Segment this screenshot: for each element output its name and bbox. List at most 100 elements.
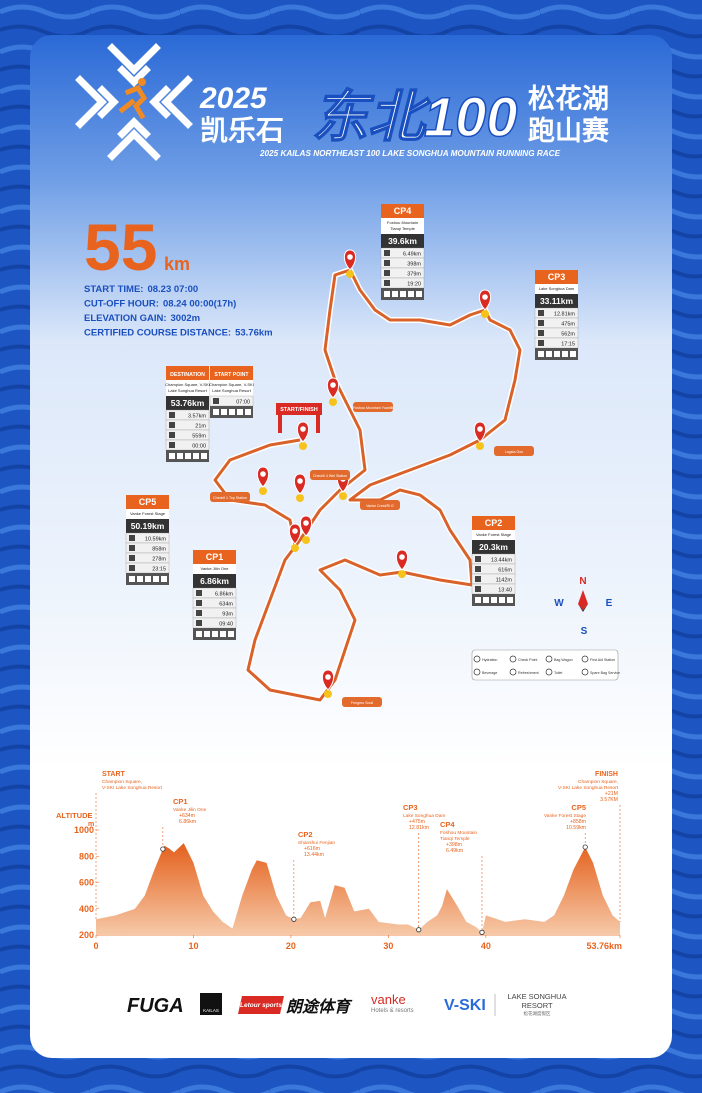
annotation-name: CP3 <box>403 803 418 812</box>
card-location: Lake Songhua Resort <box>212 388 252 393</box>
card-distance: 50.19km <box>131 521 165 531</box>
card-service-icon <box>129 576 135 582</box>
card-distance-bg <box>126 519 169 533</box>
card-row-icon <box>538 340 544 346</box>
pin-base <box>291 544 299 552</box>
annotation-name: CP2 <box>298 830 313 839</box>
place-tag <box>310 470 350 480</box>
card-service-icon <box>570 351 576 357</box>
card-distance: 53.76km <box>171 398 205 408</box>
card-service-icon <box>228 631 234 637</box>
legend-icon <box>581 668 589 676</box>
card-location-bg <box>126 509 169 519</box>
card-cutoff: 23:15 <box>152 567 166 573</box>
card-service-icon <box>221 409 227 415</box>
card-row-icon <box>538 310 544 316</box>
place-tag <box>210 492 250 502</box>
info-line: START TIME: 08.23 07:00 <box>84 284 198 295</box>
card-row-icon <box>384 270 390 276</box>
card-service-icon <box>204 631 210 637</box>
card-name: CP3 <box>548 272 566 282</box>
legend-icon <box>509 655 517 663</box>
annotation-distance: 12.81km <box>409 825 429 831</box>
annotation-place: Champion Square, <box>102 779 142 785</box>
card-cutoff: 00:00 <box>192 444 206 450</box>
card-location-bg <box>210 380 253 396</box>
card-service-icon <box>196 631 202 637</box>
card-row-icon <box>384 250 390 256</box>
card-row-icon <box>475 556 481 562</box>
annotation-place: V-SKI Lake Songhua Resort <box>102 785 163 791</box>
annotation-gain: +616m <box>304 846 320 852</box>
card-name: CP4 <box>394 206 412 216</box>
card-row-icon <box>196 620 202 626</box>
card-row-icon <box>538 330 544 336</box>
card-location: Lake Songhua Resort <box>168 388 208 393</box>
card-segment: 6.49km <box>403 252 421 258</box>
info-line: ELEVATION GAIN: 3002m <box>84 313 200 324</box>
card-distance: 33.11km <box>540 296 574 306</box>
info-line: CUT-OFF HOUR: 08.24 00:00(17h) <box>84 299 236 310</box>
annotation-distance: 6.86km <box>179 819 196 825</box>
race-cn: 东北100 <box>312 85 517 148</box>
legend-label: Spare Bag Service <box>590 671 620 675</box>
card-service-icon <box>153 576 159 582</box>
annotation-name: CP4 <box>440 820 455 829</box>
pin-base <box>398 570 406 578</box>
card-service-icon <box>562 351 568 357</box>
start-finish: START/FINISH <box>280 407 318 413</box>
checkpoint-marker <box>160 846 166 852</box>
card-location-bg <box>381 218 424 234</box>
card-location-bg <box>193 564 236 574</box>
sponsor-letour: Letour sports <box>240 1002 282 1009</box>
route <box>212 267 523 703</box>
annotation-place: Vanke Jilin One <box>173 807 207 813</box>
legend-icon <box>545 668 553 676</box>
pin <box>256 466 270 488</box>
pin-base <box>329 398 337 406</box>
place-label: Checkfi 4 Wei Station <box>313 474 347 478</box>
place-tag <box>494 446 534 456</box>
card-loss: 379m <box>407 272 421 278</box>
card-gain: 398m <box>407 262 421 268</box>
pin-base <box>481 310 489 318</box>
year: 2025 <box>199 82 268 115</box>
annotation-place: V-SKI Lake Songhua Resort <box>558 785 619 791</box>
compass-needle <box>578 590 588 610</box>
place-tag <box>342 697 382 707</box>
annotation-place: Tianqi Temple <box>440 836 470 842</box>
y-tick-label: 600 <box>79 878 94 888</box>
pin <box>321 669 335 691</box>
place-label: Checkfi 1 Top Station <box>213 496 247 500</box>
card-cutoff: 07:00 <box>236 400 250 406</box>
pin-dot <box>347 254 353 260</box>
y-tick-label: 1000 <box>74 825 94 835</box>
pin-dot <box>325 674 331 680</box>
card-service-icon <box>408 291 414 297</box>
pin-dot <box>292 528 298 534</box>
card-location-bg <box>472 530 515 540</box>
card-gain: 616m <box>498 568 512 574</box>
card-service-icon <box>177 453 183 459</box>
card-service-icon <box>475 597 481 603</box>
card-service-icon <box>245 409 251 415</box>
y-tick-label: 200 <box>79 930 94 940</box>
card-service-icon <box>237 409 243 415</box>
annotation-gain: +398m <box>446 842 462 848</box>
type-cn: 跑山赛 <box>528 115 610 146</box>
legend-label: Hydration <box>482 658 497 662</box>
legend-icon <box>545 655 553 663</box>
annotation-place: Champion Square, <box>578 779 618 785</box>
info-label: START TIME: <box>84 284 143 295</box>
card-row-icon <box>169 422 175 428</box>
pin <box>299 515 313 537</box>
card-gain: 475m <box>561 322 575 328</box>
distance-unit: km <box>164 254 190 274</box>
arch-leg <box>316 415 320 433</box>
card-row-icon <box>169 432 175 438</box>
card-head <box>126 495 169 509</box>
card-row-icon <box>196 590 202 596</box>
axis-unit: m <box>88 821 94 828</box>
card-service-icon <box>392 291 398 297</box>
card-distance-bg <box>381 234 424 248</box>
